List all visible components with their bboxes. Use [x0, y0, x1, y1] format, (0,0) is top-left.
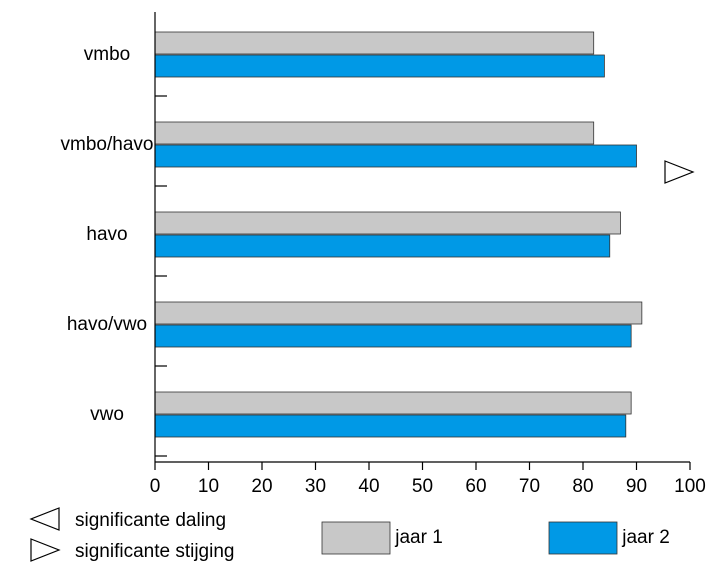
category-labels: vmbo vmbo/havo havo havo/vwo vwo [61, 44, 154, 425]
x-tick-label-30: 30 [305, 476, 326, 497]
x-tick-label-40: 40 [358, 476, 379, 497]
significance-marker-stijging [664, 160, 695, 184]
x-axis-ticks: 0 10 20 30 40 50 60 70 80 90 100 [150, 462, 706, 497]
x-tick-label-10: 10 [198, 476, 219, 497]
x-tick-label-60: 60 [465, 476, 486, 497]
legend: significante daling significante stijging… [29, 507, 670, 562]
x-tick-label-50: 50 [412, 476, 433, 497]
legend-label-stijging: significante stijging [75, 541, 234, 562]
bar-jaar-2-vwo [154, 414, 627, 438]
legend-label-jaar-1: jaar 1 [394, 527, 443, 548]
y-axis-ticks [155, 95, 167, 457]
legend-label-jaar-2: jaar 2 [621, 527, 670, 548]
x-tick-label-90: 90 [626, 476, 647, 497]
bar-jaar-1-vmbo [154, 31, 595, 55]
x-tick-label-100: 100 [674, 476, 706, 497]
bar-jaar-1-havo-vwo [154, 301, 643, 325]
legend-symbol-daling [29, 507, 60, 531]
bar-jaar-2-havo-vwo [154, 324, 632, 348]
bar-jaar-2-havo [154, 234, 611, 258]
x-tick-label-80: 80 [572, 476, 593, 497]
category-label-vwo: vwo [90, 404, 124, 425]
category-label-vmbo-havo: vmbo/havo [61, 134, 154, 155]
bars-layer [154, 31, 643, 438]
category-label-havo: havo [86, 224, 127, 245]
bar-jaar-1-vmbo-havo [154, 121, 595, 145]
legend-symbol-stijging [30, 538, 61, 562]
category-label-havo-vwo: havo/vwo [67, 314, 147, 335]
bar-jaar-2-vmbo [154, 54, 605, 78]
x-tick-label-70: 70 [519, 476, 540, 497]
x-tick-label-20: 20 [251, 476, 272, 497]
bar-jaar-2-vmbo-havo [154, 144, 637, 168]
legend-swatch-jaar-2 [548, 521, 618, 555]
x-tick-label-0: 0 [150, 476, 161, 497]
legend-label-daling: significante daling [75, 510, 226, 531]
significance-markers [664, 160, 695, 184]
legend-swatch-jaar-1 [321, 521, 391, 555]
bar-jaar-1-havo [154, 211, 621, 235]
bar-jaar-1-vwo [154, 391, 632, 415]
category-label-vmbo: vmbo [84, 44, 130, 65]
